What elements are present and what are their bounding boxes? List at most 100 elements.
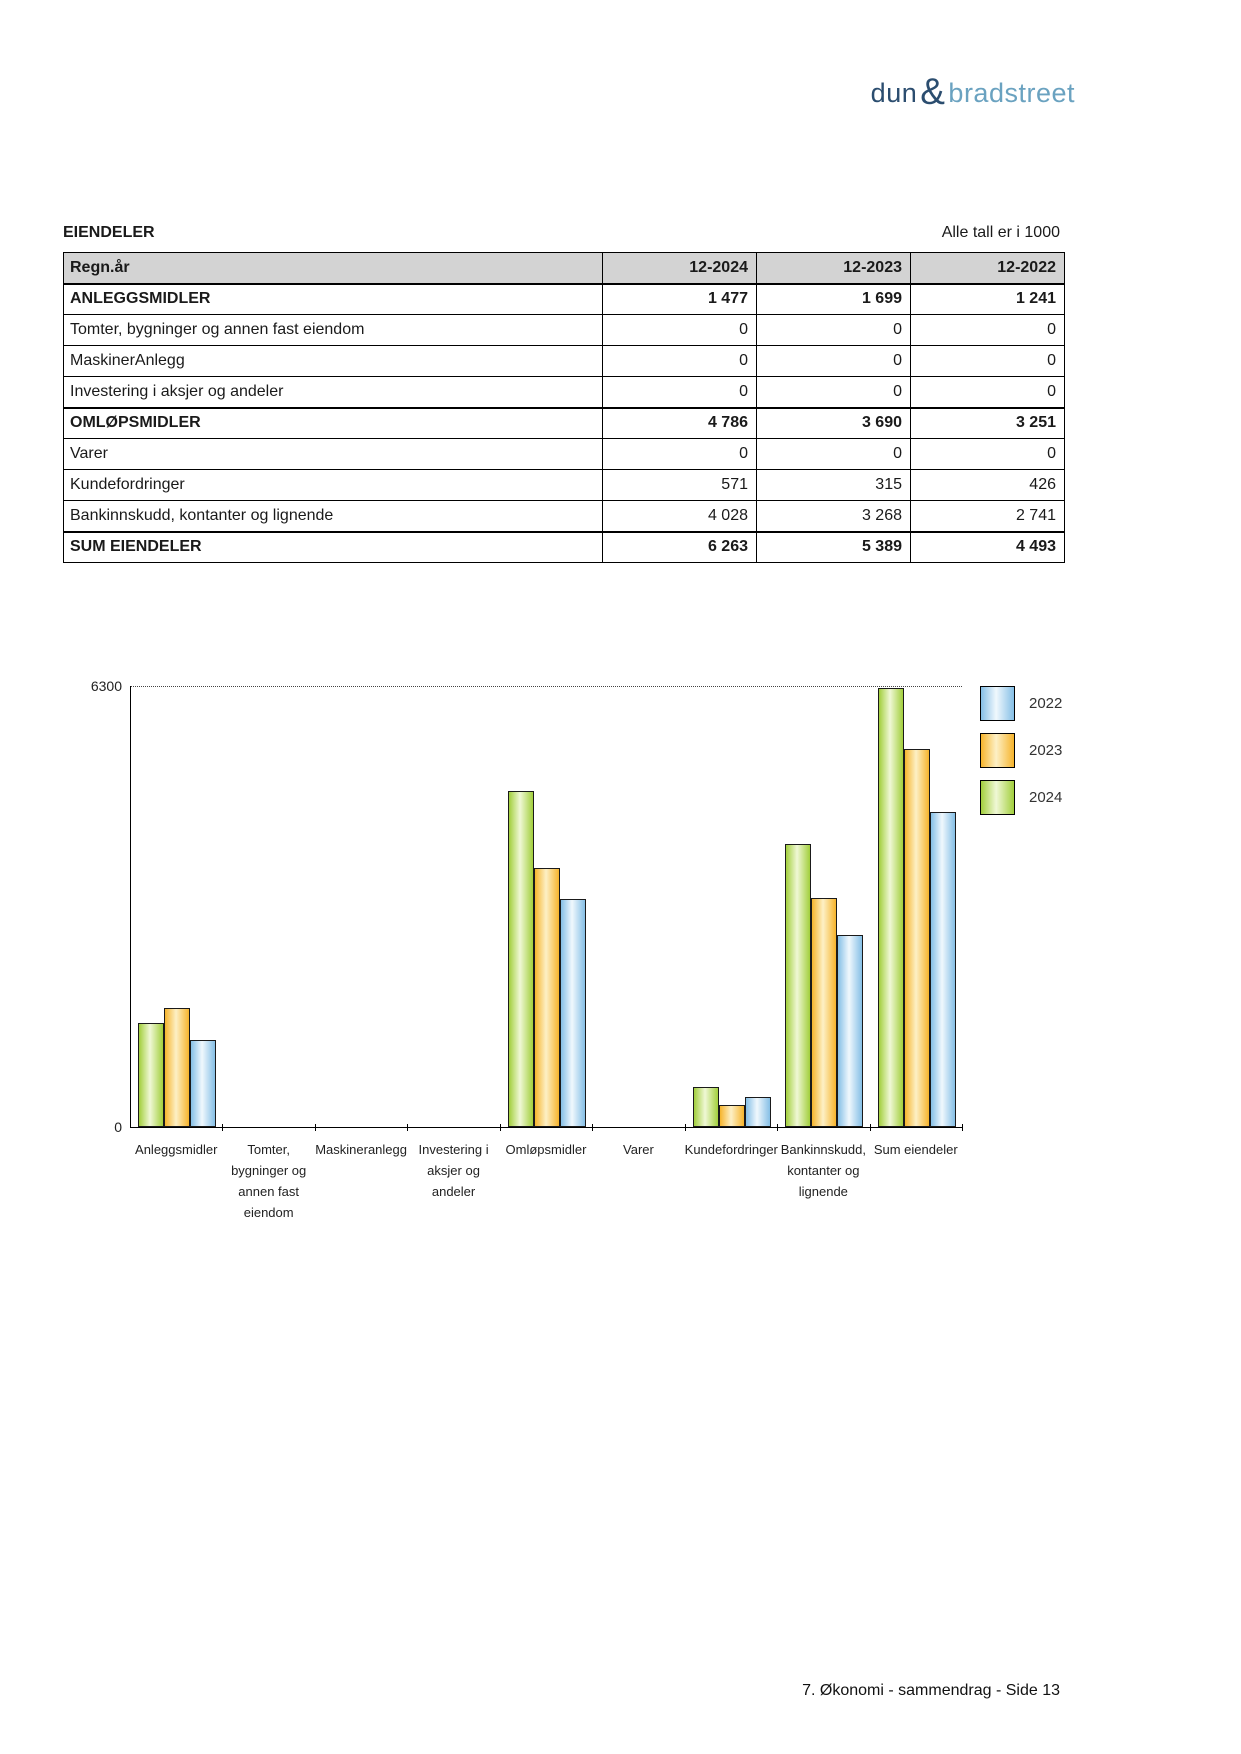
value-cell: 0 [910,345,1065,377]
category-label: Omløpsmidler [505,1142,587,1157]
y-axis-label-max: 6300 [90,678,122,694]
row-label-cell: ANLEGGSMIDLER [63,282,603,315]
row-label-cell: Varer [63,438,603,470]
chart-bar-2023 [811,897,838,1127]
category-label: Kundefordringer [684,1142,778,1157]
chart-bar-2022 [837,934,864,1127]
chart-bar-2024 [692,1086,719,1127]
legend-swatch-2022 [980,686,1015,721]
value-cell: 1 241 [910,282,1065,315]
value-cell: 5 389 [756,530,911,563]
table-row: ANLEGGSMIDLER 1 477 1 699 1 241 [63,282,1065,315]
category-label: Maskineranlegg [315,1142,407,1157]
row-label-cell: SUM EIENDELER [63,530,603,563]
value-cell: 2 741 [910,500,1065,532]
table-row: MaskinerAnlegg 0 0 0 [63,345,1065,377]
row-label-cell: MaskinerAnlegg [63,345,603,377]
chart-bar-2022 [744,1097,771,1127]
table-header-row: Regn.år 12-2024 12-2023 12-2022 [63,252,1065,284]
assets-table: Regn.år 12-2024 12-2023 12-2022 ANLEGGSMIDL… [63,252,1065,563]
table-header-cell: Regn.år [63,252,603,284]
grid-line-6300 [131,686,962,687]
value-cell: 0 [910,376,1065,408]
chart-legend: 2022 2023 2024 [980,686,1062,827]
x-axis-tick [314,1124,316,1131]
chart-bar-2023 [164,1007,191,1127]
bar-group-2 [223,686,315,1127]
assets-table-head: Regn.år 12-2024 12-2023 12-2022 [63,252,1065,284]
value-cell: 426 [910,469,1065,501]
x-axis-tick [499,1124,501,1131]
chart-bar-2023 [903,748,930,1127]
legend-item-2022: 2022 [980,686,1062,721]
row-label-cell: Bankinnskudd, kontanter og lignende [63,500,603,532]
logo-text-dun: dun [870,77,918,108]
value-cell: 0 [910,438,1065,470]
bar-group-4 [408,686,500,1127]
table-row: SUM EIENDELER 6 263 5 389 4 493 [63,530,1065,563]
value-cell: 3 268 [756,500,911,532]
category-label: Tomter, bygninger og annen fast eiendom [231,1142,307,1220]
bar-group-1 [131,686,223,1127]
table-row: Investering i aksjer og andeler 0 0 0 [63,376,1065,408]
table-row: Kundefordringer 571 315 426 [63,469,1065,501]
table-title: EIENDELER [63,224,155,241]
table-header-cell: 12-2023 [756,252,911,284]
value-cell: 315 [756,469,911,501]
table-row: Tomter, bygninger og annen fast eiendom 0… [63,314,1065,346]
x-axis-tick [962,1124,963,1131]
bar-group-7 [686,686,778,1127]
legend-label: 2023 [1029,742,1063,759]
bar-group-9 [871,686,963,1127]
chart-bar-2022 [190,1039,217,1127]
bar-group-5 [501,686,593,1127]
category-label: Anleggsmidler [135,1142,218,1157]
unit-note: Alle tall er i 1000 [941,224,1060,241]
chart-bar-2024 [138,1023,165,1127]
value-cell: 1 699 [756,282,911,315]
table-row: Bankinnskudd, kontanter og lignende 4 028… [63,500,1065,532]
value-cell: 0 [602,438,757,470]
row-label-cell: OMLØPSMIDLER [63,406,603,439]
row-label-cell: Tomter, bygninger og annen fast eiendom [63,314,603,346]
value-cell: 0 [602,376,757,408]
value-cell: 0 [756,376,911,408]
legend-swatch-2024 [980,780,1015,815]
value-cell: 3 251 [910,406,1065,439]
legend-label: 2024 [1029,789,1063,806]
category-label: Investering i aksjer og andeler [418,1142,489,1199]
row-label-cell: Investering i aksjer og andeler [63,376,603,408]
x-axis-tick [222,1124,224,1131]
chart-bar-2023 [533,868,560,1127]
legend-label: 2022 [1029,695,1063,712]
x-axis-tick [407,1124,409,1131]
dun-and-bradstreet-logo: dun & bradstreet [870,71,1075,114]
category-label: Varer [623,1142,654,1157]
x-axis-tick [777,1124,779,1131]
bar-group-6 [593,686,685,1127]
value-cell: 4 028 [602,500,757,532]
bar-group-3 [316,686,408,1127]
category-label: Sum eiendeler [873,1142,958,1157]
value-cell: 0 [756,345,911,377]
page-footer: 7. Økonomi - sammendrag - Side 13 [802,1682,1060,1699]
x-axis-tick [592,1124,594,1131]
legend-item-2023: 2023 [980,733,1062,768]
value-cell: 4 786 [602,406,757,439]
y-axis-label-zero: 0 [114,1119,122,1135]
table-header-cell: 12-2024 [602,252,757,284]
category-label: Bankinnskudd, kontanter og lignende [780,1142,866,1199]
chart-bar-2024 [785,844,812,1127]
value-cell: 6 263 [602,530,757,563]
logo-text-bradstreet: bradstreet [948,77,1075,108]
value-cell: 3 690 [756,406,911,439]
value-cell: 571 [602,469,757,501]
value-cell: 0 [756,314,911,346]
value-cell: 1 477 [602,282,757,315]
table-header-strip: EIENDELER Alle tall er i 1000 [63,224,1064,242]
table-header-cell: 12-2022 [910,252,1065,284]
value-cell: 0 [602,314,757,346]
value-cell: 4 493 [910,530,1065,563]
x-axis-tick [869,1124,871,1131]
